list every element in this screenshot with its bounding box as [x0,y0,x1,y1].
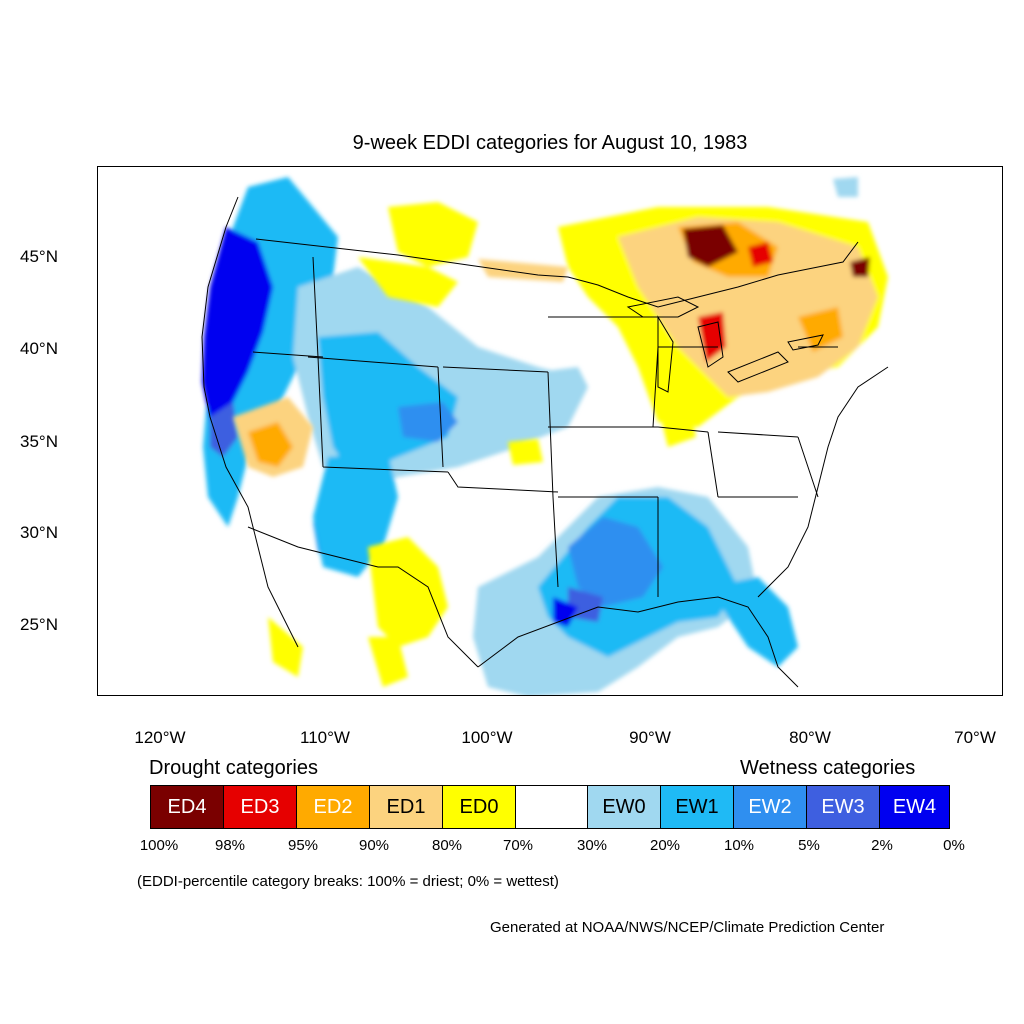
dry-region-northeast-ed4 [850,257,870,277]
legend-cat-ed0: ED0 [442,785,516,829]
wet-region-rockies-ew1 [318,332,458,477]
lat-label: 25°N [20,615,58,634]
map-title: 9-week EDDI categories for August 10, 19… [352,132,748,154]
legend-color-bar: ED4 ED3 ED2 ED1 ED0 EW0 EW1 EW2 EW3 EW4 [150,785,950,829]
coastline-pacific [201,196,299,648]
percentile-label: 0% [943,837,965,854]
legend-cat-ed1: ED1 [369,785,443,829]
credit-line: Generated at NOAA/NWS/NCEP/Climate Predi… [490,919,885,936]
border-mexico-us [247,526,479,668]
legend-cat-ew4: EW4 [879,785,950,829]
wet-region-gulf-ew3 [568,587,603,622]
dry-region-mexico-ed0 [368,637,408,687]
legend-cat-ed4: ED4 [150,785,224,829]
boundaries [201,196,889,688]
eddi-map [201,177,889,695]
percentile-label: 95% [287,837,319,854]
dry-region-kansas-ed0 [508,439,543,465]
dry-region-nevada-ed2 [248,422,293,467]
dry-region-quebec-ed3 [748,242,773,267]
percentile-label: 30% [576,837,608,854]
dry-region-ontario-ed4 [683,225,738,267]
legend-cat-ed2: ED2 [296,785,370,829]
lat-label: 30°N [20,523,58,542]
wet-region-west-coast-ew4 [202,227,273,422]
lat-label: 40°N [20,339,58,358]
dry-region-nd-ed0 [358,257,458,307]
lon-label: 100°W [461,728,513,747]
drought-heading: Drought categories [149,757,318,779]
lon-label: 80°W [789,728,831,747]
lon-label: 110°W [300,728,350,747]
breaks-note: (EDDI-percentile category breaks: 100% =… [137,873,559,890]
lon-label: 90°W [629,728,671,747]
percentile-label: 10% [723,837,755,854]
lon-label: 70°W [954,728,996,747]
percentile-label: 98% [214,837,246,854]
legend-cat-ew0: EW0 [587,785,661,829]
border-canada-us [255,238,859,308]
dry-region-michigan-ed3 [698,312,726,362]
wet-region-colorado-ew2 [398,402,458,442]
dry-region-indiana-ed0 [658,402,696,447]
legend-cat-ed3: ED3 [223,785,297,829]
wet-region-louisiana-ew4 [553,597,578,627]
percentile-label: 70% [502,837,534,854]
lat-label: 45°N [20,247,58,266]
legend-cat-ew3: EW3 [806,785,880,829]
percentile-label: 80% [431,837,463,854]
wet-region-plains-ew0 [468,367,588,442]
lon-label: 120°W [134,728,186,747]
percentile-label: 5% [798,837,820,854]
dry-region-montana-ed0 [388,202,478,267]
percentile-label: 100% [139,837,179,854]
percentile-label: 90% [358,837,390,854]
state-lines [252,256,838,597]
legend-cat-ew2: EW2 [733,785,807,829]
dry-region-ny-ed2 [798,307,843,352]
dry-regions [233,202,888,687]
map-frame [97,166,1003,696]
legend-cat-neutral [515,785,588,829]
wet-region-quebec-ew0 [833,177,858,197]
wetness-heading: Wetness categories [740,757,916,779]
legend-cat-ew1: EW1 [660,785,734,829]
dry-region-baja-ed0 [268,617,303,677]
wet-regions [202,177,858,695]
wet-region-southeast-ew2 [568,517,663,607]
coastline-gulf-atlantic [477,366,889,688]
lat-label: 35°N [20,432,58,451]
wet-region-florida-ew1 [708,577,798,667]
great-lakes [626,296,824,393]
dry-region-plains-ed1 [478,259,568,282]
dry-region-texas-ed0 [368,537,448,647]
percentile-label: 20% [649,837,681,854]
wet-region-west-coast-ew3 [210,402,238,457]
percentile-label: 2% [871,837,893,854]
